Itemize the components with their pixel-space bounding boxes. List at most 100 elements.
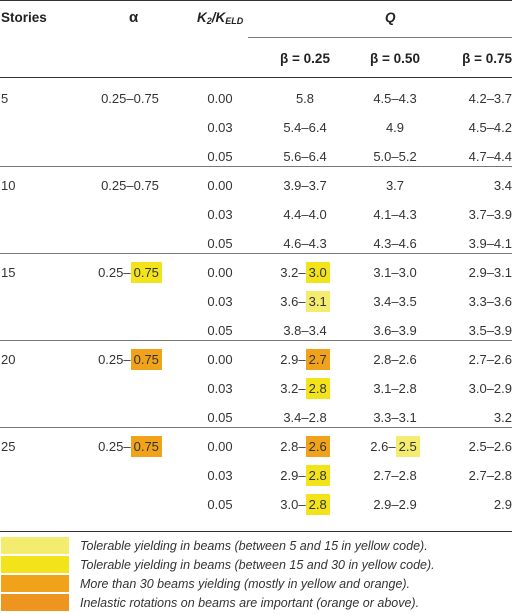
cell-q-b2: 2.7–2.8 — [355, 461, 435, 491]
cell-k-ratio: 0.03 — [207, 207, 233, 222]
q-underline — [248, 37, 512, 38]
q-text: 2.9– — [280, 352, 306, 367]
cell-k-ratio: 0.05 — [207, 410, 233, 425]
cell-k-ratio: 0.05 — [207, 236, 233, 251]
table-row: 10 0.25–0.75 0.00 3.9–3.7 3.7 3.4 — [0, 171, 512, 201]
alpha-text: 0.25–0.75 — [101, 91, 159, 106]
q-text: 3.1–2.8 — [373, 381, 417, 396]
table-row: 0.05 3.8–3.4 3.6–3.9 3.5–3.9 — [0, 316, 512, 346]
legend-item: Inelastic rotations on beams are importa… — [0, 594, 512, 612]
q-text: 5.8 — [295, 91, 315, 106]
q-text: 3.4–2.8 — [283, 410, 327, 425]
header-row-1: Stories α K2/KELD Q — [0, 3, 512, 33]
q-highlight: 3.0 — [305, 262, 330, 284]
cell-q-b3: 3.0–2.9 — [468, 381, 512, 396]
q-highlight: 2.6 — [305, 436, 330, 458]
cell-q-b2: 2.8–2.6 — [355, 345, 435, 375]
cell-q-b2: 3.1–3.0 — [355, 258, 435, 288]
group-divider — [0, 427, 512, 428]
cell-q-b2: 4.5–4.3 — [355, 84, 435, 114]
cell-q-b2: 5.0–5.2 — [355, 142, 435, 172]
cell-q-b3: 3.3–3.6 — [468, 294, 512, 309]
legend-swatch — [1, 537, 69, 554]
cell-q-b1: 4.6–4.3 — [265, 229, 345, 259]
cell-q-b3: 4.5–4.2 — [468, 120, 512, 135]
cell-stories: 10 — [1, 178, 16, 193]
header-k-ratio: K2/KELD — [197, 10, 244, 26]
legend-swatch — [1, 575, 69, 592]
cell-k-ratio: 0.03 — [207, 381, 233, 396]
cell-q-b1: 3.2– 2.8 — [265, 374, 345, 404]
table-row: 0.05 5.6–6.4 5.0–5.2 4.7–4.4 — [0, 142, 512, 172]
cell-q-b2: 2.9–2.9 — [355, 490, 435, 520]
q-text: 4.4–4.0 — [283, 207, 327, 222]
cell-stories: 20 — [1, 352, 16, 367]
q-text: 5.0–5.2 — [373, 149, 417, 164]
cell-q-b2: 4.9 — [355, 113, 435, 143]
q-text: 4.1–4.3 — [373, 207, 417, 222]
table-row: 0.03 2.9– 2.8 2.7–2.8 2.7–2.8 — [0, 461, 512, 491]
cell-q-b1: 3.8–3.4 — [265, 316, 345, 346]
cell-stories: 25 — [1, 439, 16, 454]
cell-q-b1: 3.9–3.7 — [265, 171, 345, 201]
cell-q-b1: 3.0– 2.8 — [265, 490, 345, 520]
cell-k-ratio: 0.03 — [207, 468, 233, 483]
cell-q-b2: 3.3–3.1 — [355, 403, 435, 433]
q-highlight: 2.5 — [395, 436, 420, 458]
cell-q-b1: 3.6– 3.1 — [265, 287, 345, 317]
q-text: 4.6–4.3 — [283, 236, 327, 251]
header-beta-075: β = 0.75 — [462, 51, 512, 66]
table-row: 0.05 3.4–2.8 3.3–3.1 3.2 — [0, 403, 512, 433]
legend-text: Inelastic rotations on beams are importa… — [80, 596, 420, 610]
cell-stories: 15 — [1, 265, 16, 280]
cell-k-ratio: 0.05 — [207, 497, 233, 512]
q-text: 4.5–4.3 — [373, 91, 417, 106]
legend-text: Tolerable yielding in beams (between 5 a… — [80, 539, 428, 553]
q-text: 3.2– — [280, 265, 306, 280]
q-text: 2.8– — [280, 439, 306, 454]
cell-q-b1: 3.4–2.8 — [265, 403, 345, 433]
cell-q-b3: 2.9–3.1 — [468, 265, 512, 280]
q-highlight: 2.8 — [305, 378, 330, 400]
q-text: 5.6–6.4 — [283, 149, 327, 164]
table-row: 0.03 4.4–4.0 4.1–4.3 3.7–3.9 — [0, 200, 512, 230]
q-text: 2.6– — [370, 439, 396, 454]
q-text: 3.4–3.5 — [373, 294, 417, 309]
alpha-text: 0.25– — [98, 352, 131, 367]
group-divider — [0, 253, 512, 254]
cell-q-b3: 2.9 — [493, 497, 512, 512]
cell-q-b2: 3.4–3.5 — [355, 287, 435, 317]
cell-q-b3: 3.5–3.9 — [468, 323, 512, 338]
group-divider — [0, 166, 512, 167]
legend-text: More than 30 beams yielding (mostly in y… — [80, 577, 411, 591]
legend-swatch — [1, 594, 69, 611]
q-text: 4.9 — [385, 120, 405, 135]
q-text: 4.3–4.6 — [373, 236, 417, 251]
table-row: 25 0.25– 0.75 0.00 2.8– 2.6 2.6– 2.5 2.5–2.6 — [0, 432, 512, 462]
cell-k-ratio: 0.05 — [207, 323, 233, 338]
cell-q-b3: 4.7–4.4 — [468, 149, 512, 164]
cell-q-b2: 3.7 — [355, 171, 435, 201]
header-q: Q — [385, 10, 396, 25]
cell-q-b3: 3.9–4.1 — [468, 236, 512, 251]
cell-q-b3: 3.4 — [493, 178, 512, 193]
cell-alpha: 0.25–0.75 — [85, 84, 175, 114]
q-highlight: 2.7 — [305, 349, 330, 371]
cell-q-b3: 2.5–2.6 — [468, 439, 512, 454]
cell-q-b2: 2.6– 2.5 — [355, 432, 435, 462]
table-row: 0.05 4.6–4.3 4.3–4.6 3.9–4.1 — [0, 229, 512, 259]
q-text: 3.2– — [280, 381, 306, 396]
cell-k-ratio: 0.03 — [207, 294, 233, 309]
cell-k-ratio: 0.00 — [207, 91, 233, 106]
alpha-highlight: 0.75 — [130, 349, 162, 371]
table-row: 0.05 3.0– 2.8 2.9–2.9 2.9 — [0, 490, 512, 520]
cell-q-b1: 2.8– 2.6 — [265, 432, 345, 462]
header-beta-050: β = 0.50 — [370, 51, 420, 66]
cell-k-ratio: 0.00 — [207, 352, 233, 367]
cell-stories: 5 — [1, 91, 9, 106]
cell-q-b1: 3.2– 3.0 — [265, 258, 345, 288]
header-beta-025: β = 0.25 — [280, 51, 330, 66]
alpha-text: 0.25–0.75 — [101, 178, 159, 193]
table-row: 0.03 3.6– 3.1 3.4–3.5 3.3–3.6 — [0, 287, 512, 317]
legend-item: Tolerable yielding in beams (between 5 a… — [0, 537, 512, 555]
